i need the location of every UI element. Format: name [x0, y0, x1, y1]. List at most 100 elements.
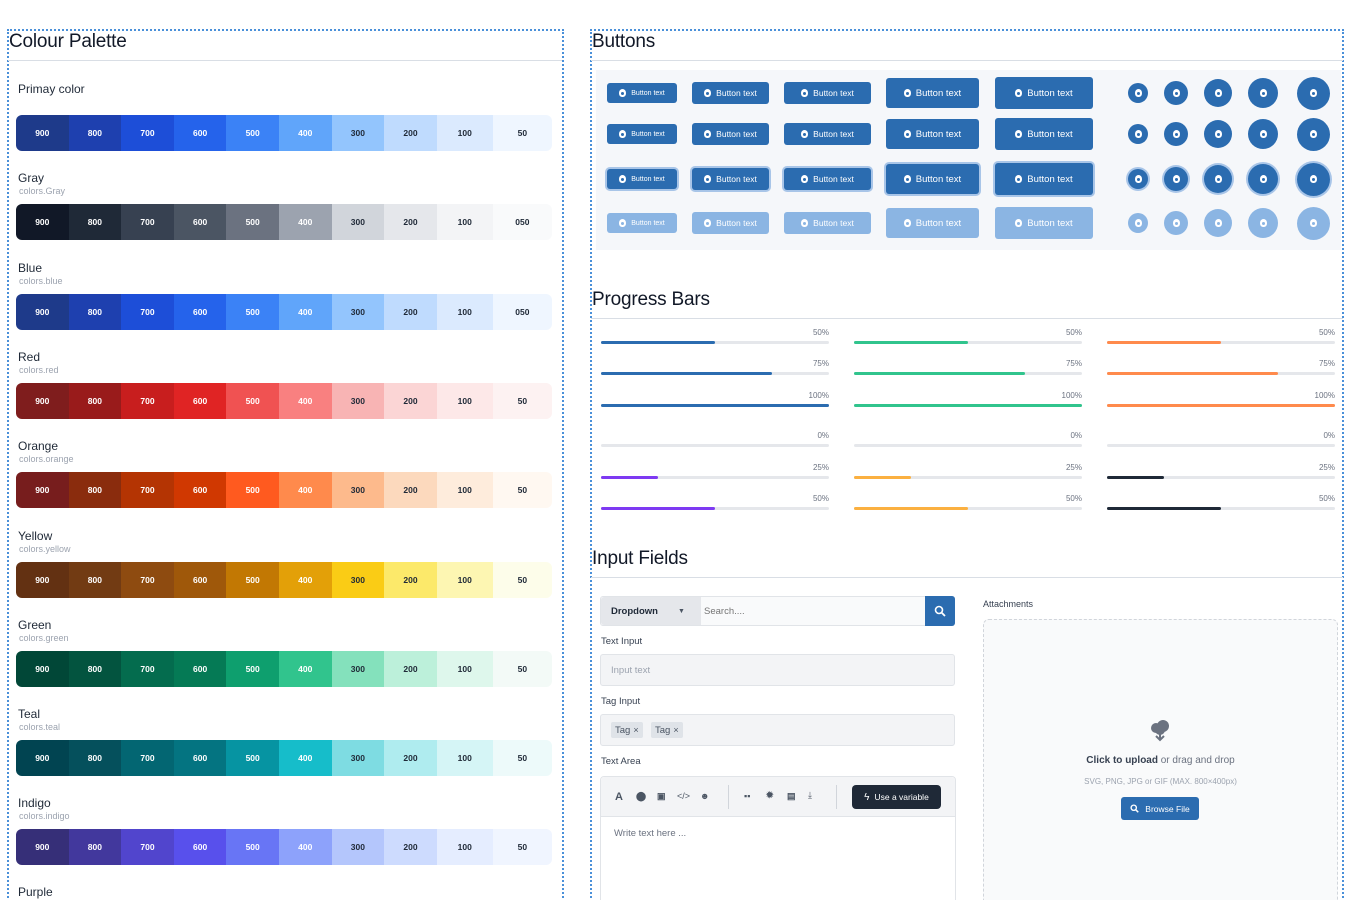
color-swatch[interactable]: 500 — [226, 383, 279, 419]
color-swatch[interactable]: 800 — [68, 651, 122, 687]
color-swatch[interactable]: 900 — [16, 829, 69, 865]
upload-link[interactable]: Click to upload — [1086, 755, 1158, 766]
icon-button[interactable] — [1128, 213, 1148, 233]
icon-button[interactable] — [1248, 78, 1278, 108]
search-input[interactable] — [704, 600, 919, 622]
color-swatch[interactable]: 700 — [121, 383, 174, 419]
color-swatch[interactable]: 300 — [331, 204, 385, 240]
color-swatch[interactable]: 500 — [226, 740, 279, 776]
text-button[interactable]: Button text — [607, 169, 677, 189]
color-swatch[interactable]: 300 — [331, 472, 385, 508]
text-button[interactable]: Button text — [995, 207, 1093, 239]
color-swatch[interactable]: 800 — [68, 562, 122, 598]
text-button[interactable]: Button text — [692, 82, 769, 104]
color-swatch[interactable]: 50 — [492, 383, 552, 419]
text-button[interactable]: Button text — [886, 208, 979, 238]
icon-button[interactable] — [1128, 169, 1148, 189]
color-swatch[interactable]: 300 — [331, 829, 385, 865]
color-swatch[interactable]: 800 — [68, 115, 122, 151]
color-swatch[interactable]: 700 — [121, 740, 174, 776]
text-button[interactable]: Button text — [995, 163, 1093, 195]
color-swatch[interactable]: 200 — [384, 829, 437, 865]
color-swatch[interactable]: 600 — [173, 651, 227, 687]
color-swatch[interactable]: 700 — [121, 294, 174, 330]
color-swatch[interactable]: 200 — [384, 294, 437, 330]
color-swatch[interactable]: 50 — [492, 562, 552, 598]
grid-icon[interactable]: ▪▪ — [744, 791, 751, 801]
color-swatch[interactable]: 500 — [226, 204, 279, 240]
text-button[interactable]: Button text — [607, 213, 677, 233]
color-swatch[interactable]: 300 — [331, 383, 385, 419]
color-swatch[interactable]: 500 — [226, 294, 279, 330]
color-swatch[interactable]: 500 — [226, 829, 279, 865]
color-swatch[interactable]: 300 — [331, 651, 385, 687]
icon-button[interactable] — [1296, 206, 1330, 240]
text-button[interactable]: Button text — [784, 168, 871, 190]
color-swatch[interactable]: 200 — [384, 472, 437, 508]
color-swatch[interactable]: 800 — [68, 472, 122, 508]
color-swatch[interactable]: 400 — [278, 562, 332, 598]
color-swatch[interactable]: 50 — [492, 115, 552, 151]
color-swatch[interactable]: 900 — [16, 294, 69, 330]
icon-button[interactable] — [1204, 120, 1232, 148]
color-swatch[interactable]: 50 — [492, 829, 552, 865]
color-swatch[interactable]: 600 — [173, 294, 227, 330]
color-swatch[interactable]: 600 — [173, 562, 227, 598]
color-swatch[interactable]: 800 — [68, 740, 122, 776]
color-swatch[interactable]: 900 — [16, 115, 69, 151]
color-swatch[interactable]: 300 — [331, 294, 385, 330]
icon-button[interactable] — [1128, 83, 1148, 103]
icon-button[interactable] — [1204, 79, 1232, 107]
color-swatch[interactable]: 900 — [16, 740, 69, 776]
color-swatch[interactable]: 900 — [16, 562, 69, 598]
text-button[interactable]: Button text — [886, 164, 979, 194]
color-swatch[interactable]: 100 — [436, 562, 493, 598]
color-swatch[interactable]: 700 — [121, 651, 174, 687]
color-swatch[interactable]: 400 — [278, 740, 332, 776]
text-button[interactable]: Button text — [692, 123, 769, 145]
icon-button[interactable] — [1164, 167, 1188, 191]
text-button[interactable]: Button text — [784, 82, 871, 104]
text-button[interactable]: Button text — [607, 83, 677, 103]
text-format-icon[interactable]: A — [615, 791, 623, 803]
gear-icon[interactable]: ✹ — [766, 790, 774, 800]
color-swatch[interactable]: 700 — [121, 562, 174, 598]
color-swatch[interactable]: 500 — [226, 562, 279, 598]
text-button[interactable]: Button text — [886, 78, 979, 108]
color-swatch[interactable]: 700 — [121, 204, 174, 240]
icon-button[interactable] — [1204, 165, 1232, 193]
color-swatch[interactable]: 500 — [226, 651, 279, 687]
icon-button[interactable] — [1296, 162, 1330, 196]
text-button[interactable]: Button text — [995, 118, 1093, 150]
color-swatch[interactable]: 400 — [278, 472, 332, 508]
close-icon[interactable]: × — [633, 725, 639, 735]
color-swatch[interactable]: 600 — [173, 204, 227, 240]
download-icon[interactable]: ⤓ — [808, 790, 812, 800]
color-swatch[interactable]: 050 — [492, 204, 552, 240]
color-swatch[interactable]: 50 — [492, 472, 552, 508]
color-swatch[interactable]: 600 — [173, 829, 227, 865]
color-swatch[interactable]: 600 — [173, 740, 227, 776]
color-swatch[interactable]: 200 — [384, 740, 437, 776]
text-button[interactable]: Button text — [784, 212, 871, 234]
color-swatch[interactable]: 100 — [436, 472, 493, 508]
color-swatch[interactable]: 400 — [278, 829, 332, 865]
emoji-icon[interactable]: ☻ — [700, 791, 710, 801]
icon-button[interactable] — [1248, 164, 1278, 194]
color-swatch[interactable]: 400 — [278, 651, 332, 687]
color-swatch[interactable]: 100 — [436, 115, 493, 151]
text-button[interactable]: Button text — [692, 168, 769, 190]
color-swatch[interactable]: 200 — [384, 115, 437, 151]
text-button[interactable]: Button text — [607, 124, 677, 144]
color-swatch[interactable]: 800 — [68, 383, 122, 419]
color-swatch[interactable]: 400 — [278, 294, 332, 330]
icon-button[interactable] — [1296, 117, 1330, 151]
color-swatch[interactable]: 400 — [278, 383, 332, 419]
color-swatch[interactable]: 800 — [68, 294, 122, 330]
color-swatch[interactable]: 500 — [226, 472, 279, 508]
color-swatch[interactable]: 800 — [68, 829, 122, 865]
color-swatch[interactable]: 700 — [121, 115, 174, 151]
calendar-icon[interactable]: ▤ — [787, 791, 796, 801]
color-swatch[interactable]: 800 — [68, 204, 122, 240]
text-button[interactable]: Button text — [886, 119, 979, 149]
